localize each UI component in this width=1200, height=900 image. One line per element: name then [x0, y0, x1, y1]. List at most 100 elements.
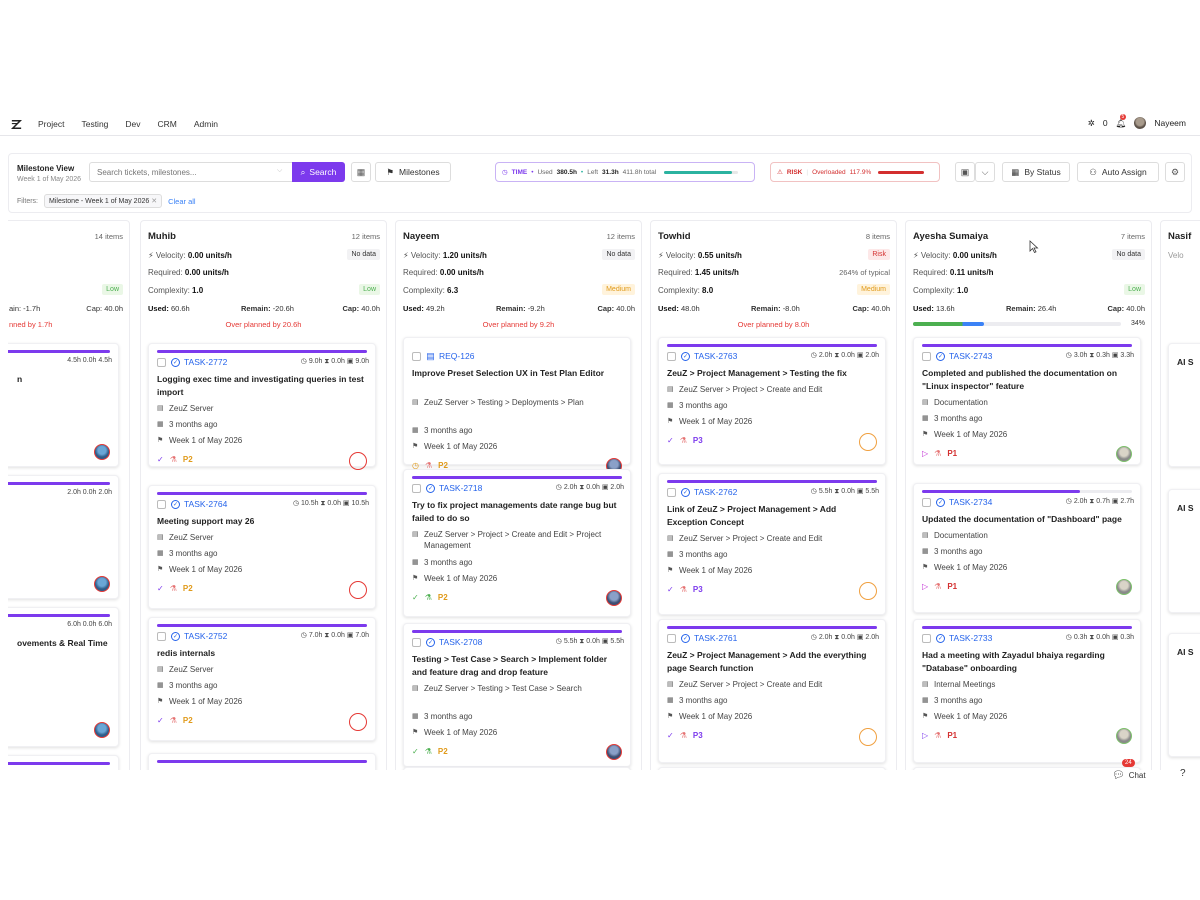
task-id-link[interactable]: ✓ TASK-2763 — [681, 351, 737, 361]
task-checkbox[interactable] — [922, 352, 931, 361]
task-card[interactable]: 6.0h 0.0h 6.0h ovements & Real Time — [8, 607, 119, 747]
search-button[interactable]: ⌕ Search — [292, 162, 345, 182]
task-id[interactable]: TASK-2763 — [694, 351, 738, 361]
chat-button[interactable]: 💬︎ 24 Chat — [1112, 759, 1146, 784]
auto-assign-button[interactable]: ⚇ Auto Assign — [1077, 162, 1159, 182]
task-card[interactable] — [8, 755, 119, 770]
task-card[interactable] — [403, 767, 631, 770]
task-checkbox[interactable] — [157, 500, 166, 509]
task-checkbox[interactable] — [922, 634, 931, 643]
task-id-link[interactable]: ✓ TASK-2761 — [681, 633, 737, 643]
task-checkbox[interactable] — [667, 352, 676, 361]
task-card[interactable]: ✓ TASK-2734 ◷ 2.0h ⧗ 0.7h ▣ 2.7h Updated th… — [913, 483, 1141, 613]
task-id[interactable]: TASK-2762 — [694, 487, 738, 497]
assignee-avatar[interactable] — [606, 590, 622, 606]
save-view-button[interactable]: ▣ — [955, 162, 975, 182]
task-id[interactable]: TASK-2752 — [184, 631, 228, 641]
folder-icon: ▤ — [667, 681, 674, 688]
task-card[interactable]: AI S — [1168, 343, 1200, 467]
assignee-slot[interactable] — [349, 713, 367, 731]
task-checkbox[interactable] — [667, 488, 676, 497]
task-card[interactable]: ✓ TASK-2718 ◷ 2.0h ⧗ 0.0h ▣ 2.0h Try to fix… — [403, 469, 631, 617]
task-id[interactable]: TASK-2764 — [184, 499, 228, 509]
view-dropdown-button[interactable]: ⌵ — [975, 162, 995, 182]
bell-icon[interactable]: 🔔︎ 5 — [1115, 113, 1127, 128]
app-logo-icon[interactable] — [10, 118, 23, 131]
task-card[interactable] — [913, 767, 1141, 770]
by-status-button[interactable]: ▦ By Status — [1002, 162, 1070, 182]
help-button[interactable]: ? — [1180, 768, 1186, 779]
milestones-button[interactable]: ⚑ Milestones — [375, 162, 451, 182]
menu-admin[interactable]: Admin — [193, 119, 218, 129]
task-card[interactable]: 2.0h 0.0h 2.0h — [8, 475, 119, 599]
task-card[interactable]: ✓ TASK-2763 ◷ 2.0h ⧗ 0.0h ▣ 2.0h ZeuZ > Pro… — [658, 337, 886, 465]
assignee-column: Muhib 12 items ⚡︎ Velocity: 0.00 units/h… — [140, 220, 387, 770]
task-card[interactable] — [148, 753, 376, 770]
task-id-link[interactable]: ✓ TASK-2743 — [936, 351, 992, 361]
task-id[interactable]: TASK-2772 — [184, 357, 228, 367]
task-card[interactable]: ✓ TASK-2772 ◷ 9.0h ⧗ 0.0h ▣ 9.0h Logging ex… — [148, 343, 376, 470]
task-card[interactable]: AI S — [1168, 633, 1200, 757]
task-checkbox[interactable] — [922, 498, 931, 507]
task-id[interactable]: TASK-2718 — [439, 483, 483, 493]
task-checkbox[interactable] — [412, 352, 421, 361]
assignee-slot[interactable] — [859, 433, 877, 451]
assignee-slot[interactable] — [349, 581, 367, 599]
task-card[interactable]: ✓ TASK-2761 ◷ 2.0h ⧗ 0.0h ▣ 2.0h ZeuZ > Pro… — [658, 619, 886, 763]
task-id-link[interactable]: ✓ TASK-2764 — [171, 499, 227, 509]
task-card[interactable]: ✓ TASK-2733 ◷ 0.3h ⧗ 0.0h ▣ 0.3h Had a meet… — [913, 619, 1141, 763]
menu-testing[interactable]: Testing — [81, 119, 109, 129]
task-id-link[interactable]: ✓ TASK-2762 — [681, 487, 737, 497]
task-card[interactable]: ✓ TASK-2708 ◷ 5.5h ⧗ 0.0h ▣ 5.5h Testing > … — [403, 623, 631, 767]
assignee-avatar[interactable] — [94, 576, 110, 592]
task-id-link[interactable]: ✓ TASK-2752 — [171, 631, 227, 641]
search-input[interactable] — [89, 162, 293, 182]
task-card[interactable]: ✓ TASK-2743 ◷ 3.0h ⧗ 0.3h ▣ 3.3h Completed … — [913, 337, 1141, 465]
assignee-avatar[interactable] — [606, 744, 622, 760]
assignee-slot[interactable] — [859, 582, 877, 600]
filter-chip[interactable]: Milestone - Week 1 of May 2026 ✕ — [44, 194, 163, 208]
network-icon[interactable]: ✲ — [1087, 117, 1095, 128]
user-name[interactable]: Nayeem — [1154, 118, 1186, 128]
assignee-avatar[interactable] — [1116, 728, 1132, 744]
assignee-slot[interactable] — [859, 728, 877, 746]
task-id-link[interactable]: ✓ TASK-2734 — [936, 497, 992, 507]
task-checkbox[interactable] — [667, 634, 676, 643]
task-id-link[interactable]: ✓ TASK-2708 — [426, 637, 482, 647]
task-card[interactable]: 4.5h 0.0h 4.5h n — [8, 343, 119, 467]
task-checkbox[interactable] — [157, 358, 166, 367]
task-id-link[interactable]: ✓ TASK-2718 — [426, 483, 482, 493]
task-id-link[interactable]: ✓ TASK-2772 — [171, 357, 227, 367]
clear-all-link[interactable]: Clear all — [168, 196, 196, 206]
assignee-avatar[interactable] — [94, 444, 110, 460]
task-card[interactable]: ▤ REQ-126 Improve Preset Selection UX in T… — [403, 337, 631, 474]
assignee-avatar[interactable] — [94, 722, 110, 738]
task-checkbox[interactable] — [157, 632, 166, 641]
assignee-avatar[interactable] — [1116, 579, 1132, 595]
task-id[interactable]: TASK-2708 — [439, 637, 483, 647]
task-checkbox[interactable] — [412, 638, 421, 647]
assignee-avatar[interactable] — [1116, 446, 1132, 462]
menu-crm[interactable]: CRM — [157, 119, 177, 129]
task-card[interactable]: AI S — [1168, 489, 1200, 613]
task-id-link[interactable]: ▤ REQ-126 — [426, 351, 475, 362]
settings-button[interactable]: ⚙ — [1165, 162, 1185, 182]
task-id[interactable]: REQ-126 — [439, 351, 475, 361]
assignee-slot[interactable] — [349, 452, 367, 470]
chevron-down-icon[interactable]: ⌵ — [277, 167, 283, 174]
task-card[interactable]: ✓ TASK-2762 ◷ 5.5h ⧗ 0.0h ▣ 5.5h Link of Ze… — [658, 473, 886, 615]
calendar-button[interactable]: ▦ — [351, 162, 371, 182]
task-card[interactable] — [658, 767, 886, 770]
task-card[interactable]: ✓ TASK-2764 ◷ 10.5h ⧗ 0.0h ▣ 10.5h Meeting … — [148, 485, 376, 609]
task-card[interactable]: ✓ TASK-2752 ◷ 7.0h ⧗ 0.0h ▣ 7.0h redis inte… — [148, 617, 376, 741]
task-id[interactable]: TASK-2743 — [949, 351, 993, 361]
task-id[interactable]: TASK-2733 — [949, 633, 993, 643]
menu-dev[interactable]: Dev — [125, 119, 141, 129]
task-id[interactable]: TASK-2734 — [949, 497, 993, 507]
task-id[interactable]: TASK-2761 — [694, 633, 738, 643]
task-id-link[interactable]: ✓ TASK-2733 — [936, 633, 992, 643]
close-icon[interactable]: ✕ — [151, 198, 158, 205]
menu-project[interactable]: Project — [38, 119, 65, 129]
task-checkbox[interactable] — [412, 484, 421, 493]
user-avatar[interactable] — [1134, 117, 1147, 129]
